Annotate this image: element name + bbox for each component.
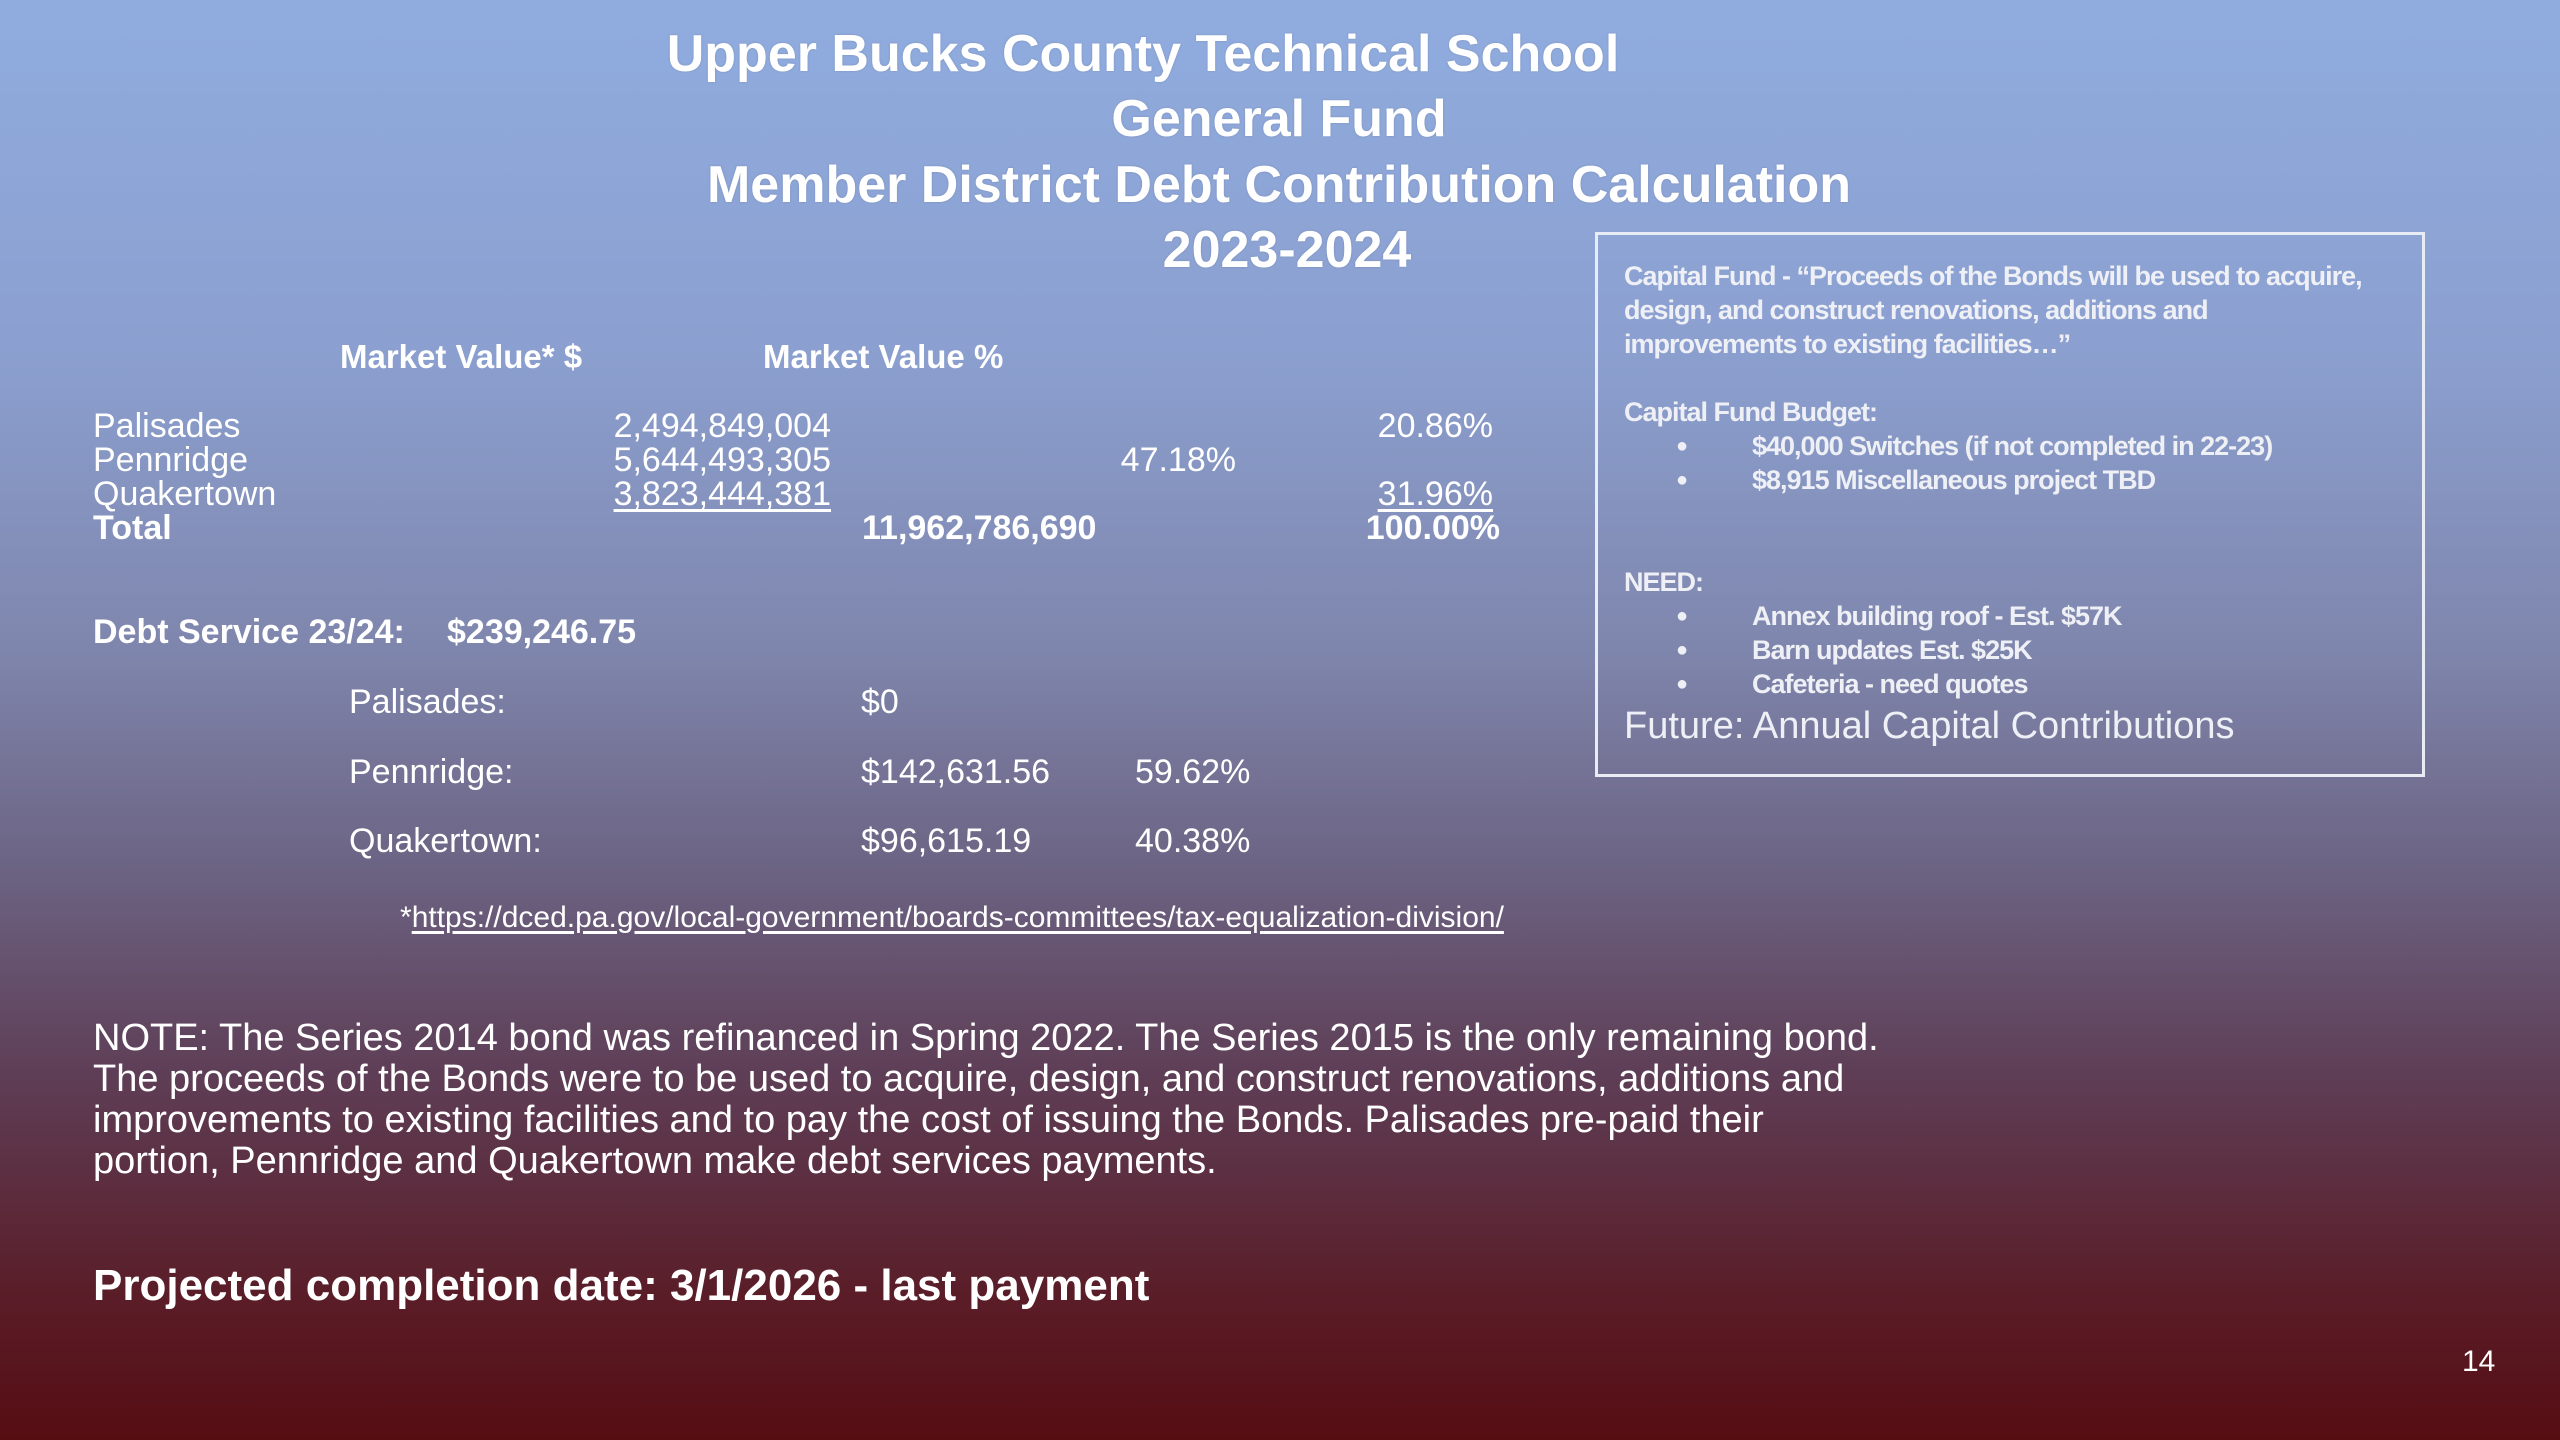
- quote-line: Capital Fund - “Proceeds of the Bonds wi…: [1624, 261, 2363, 291]
- header-market-value: Market Value* $: [340, 338, 583, 375]
- bullet-icon: ●: [1676, 639, 1688, 661]
- capital-fund-box: Capital Fund - “Proceeds of the Bonds wi…: [1595, 232, 2425, 777]
- need-heading: NEED:: [1624, 567, 1704, 597]
- quote-line: design, and construct renovations, addit…: [1624, 295, 2209, 325]
- title-line-2: General Fund: [1111, 90, 1447, 148]
- debt-district: Quakertown:: [349, 822, 542, 860]
- source-footnote: *https://dced.pa.gov/local-government/bo…: [400, 903, 1504, 933]
- row-district: Palisades: [93, 407, 241, 445]
- row-percent: 47.18%: [1120, 441, 1236, 479]
- debt-service-amount: $239,246.75: [447, 613, 637, 651]
- budget-heading: Capital Fund Budget:: [1624, 397, 1878, 427]
- projected-completion: Projected completion date: 3/1/2026 - la…: [93, 1261, 1150, 1310]
- row-district: Pennridge: [93, 441, 249, 479]
- row-value: 2,494,849,004: [613, 407, 831, 445]
- row-district: Quakertown: [93, 475, 277, 513]
- page-number: 14: [2462, 1345, 2496, 1378]
- title-line-4: 2023-2024: [1162, 221, 1412, 279]
- bullet-icon: ●: [1676, 605, 1688, 627]
- row-percent: 31.96%: [1377, 475, 1493, 513]
- total-percent: 100.00%: [1365, 509, 1500, 547]
- row-value: 5,644,493,305: [613, 441, 831, 479]
- bullet-icon: ●: [1676, 469, 1688, 491]
- header-market-percent: Market Value %: [763, 338, 1004, 375]
- row-value: 3,823,444,381: [613, 475, 831, 513]
- title-line-1: Upper Bucks County Technical School: [666, 25, 1620, 83]
- debt-amount: $0: [861, 683, 899, 721]
- title-line-3: Member District Debt Contribution Calcul…: [706, 156, 1852, 214]
- quote-line: improvements to existing facilities…”: [1624, 329, 2071, 359]
- note-paragraph: NOTE: The Series 2014 bond was refinance…: [93, 1017, 1879, 1182]
- debt-district: Pennridge:: [349, 753, 514, 791]
- debt-percent: 59.62%: [1135, 753, 1251, 791]
- bullet-icon: ●: [1676, 673, 1688, 695]
- debt-service-label: Debt Service 23/24:: [93, 613, 405, 651]
- debt-percent: 40.38%: [1135, 822, 1251, 860]
- debt-amount: $142,631.56: [861, 753, 1051, 791]
- total-value: 11,962,786,690: [862, 509, 1097, 547]
- debt-amount: $96,615.19: [861, 822, 1032, 860]
- bullet-icon: ●: [1676, 435, 1688, 457]
- source-prefix: *: [400, 901, 412, 934]
- debt-district: Palisades:: [349, 683, 506, 721]
- row-percent: 20.86%: [1377, 407, 1493, 445]
- total-label: Total: [93, 509, 172, 547]
- source-link[interactable]: https://dced.pa.gov/local-government/boa…: [411, 901, 1504, 934]
- future-contributions: Future: Annual Capital Contributions: [1624, 705, 2235, 747]
